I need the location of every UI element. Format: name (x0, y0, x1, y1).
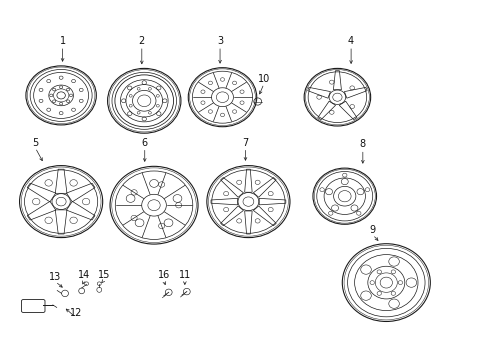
Text: 4: 4 (347, 36, 353, 46)
Text: 5: 5 (32, 138, 38, 148)
Text: 11: 11 (178, 270, 191, 280)
Text: 1: 1 (60, 36, 65, 46)
Text: 8: 8 (359, 139, 365, 149)
Text: 10: 10 (257, 73, 270, 84)
Text: 13: 13 (49, 271, 61, 282)
Text: 16: 16 (157, 270, 170, 280)
Text: 14: 14 (78, 270, 90, 280)
Text: 2: 2 (139, 36, 144, 46)
Text: 3: 3 (217, 36, 223, 46)
Text: 9: 9 (369, 225, 375, 235)
Text: 7: 7 (242, 138, 248, 148)
Text: 6: 6 (142, 138, 147, 148)
Text: 12: 12 (69, 307, 82, 318)
Text: 15: 15 (98, 270, 110, 280)
